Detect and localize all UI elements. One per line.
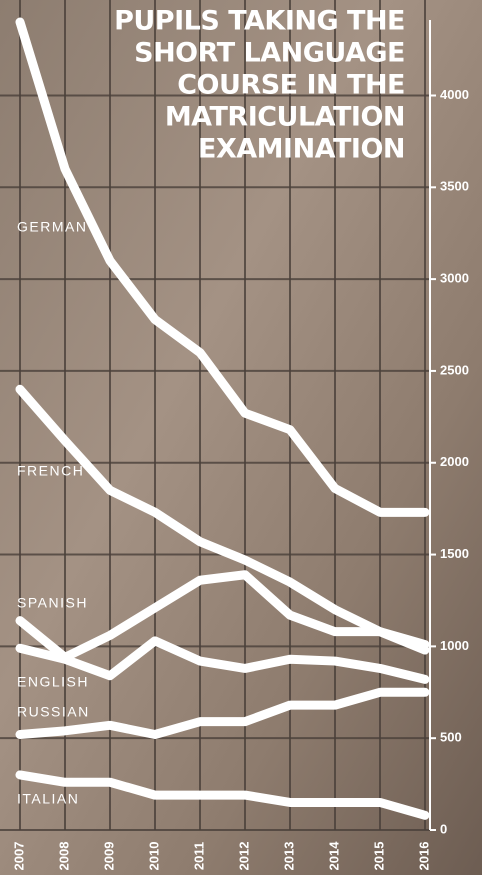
- chart-title: PUPILS TAKING THE: [114, 6, 405, 37]
- chart-title: COURSE IN THE: [177, 70, 405, 101]
- x-tick-label: 2009: [101, 842, 116, 871]
- y-tick-label: 4000: [440, 87, 469, 102]
- series-line: [15, 687, 430, 740]
- series-line: [15, 770, 430, 820]
- y-tick-label: 500: [440, 730, 462, 745]
- chart-title: MATRICULATION: [165, 102, 405, 133]
- x-tick-label: 2011: [191, 842, 206, 870]
- series-line: [15, 384, 430, 655]
- series-line: [15, 636, 430, 684]
- x-tick-label: 2014: [326, 841, 341, 871]
- series-label: ITALIAN: [17, 791, 79, 807]
- x-tick-label: 2010: [146, 842, 161, 871]
- y-tick-label: 2000: [440, 454, 469, 469]
- series-label: ENGLISH: [17, 674, 89, 690]
- y-tick-label: 1500: [440, 546, 469, 561]
- series-label: GERMAN: [17, 219, 87, 235]
- y-tick-label: 3000: [440, 271, 469, 286]
- x-tick-label: 2016: [416, 842, 431, 871]
- series-label: FRENCH: [17, 463, 84, 479]
- x-tick-label: 2013: [281, 842, 296, 871]
- chart-title: SHORT LANGUAGE: [134, 38, 405, 69]
- series-line: [15, 570, 430, 662]
- x-tick-label: 2015: [371, 842, 386, 871]
- y-tick-label: 3500: [440, 179, 469, 194]
- x-tick-label: 2012: [236, 842, 251, 871]
- y-tick-label: 0: [440, 821, 447, 836]
- series-label: SPANISH: [17, 595, 88, 611]
- series-label: RUSSIAN: [17, 704, 90, 720]
- series-line: [15, 17, 430, 517]
- x-tick-label: 2007: [11, 842, 26, 871]
- y-tick-label: 1000: [440, 638, 469, 653]
- chart-title: EXAMINATION: [198, 134, 405, 165]
- x-tick-label: 2008: [56, 842, 71, 871]
- y-tick-label: 2500: [440, 362, 469, 377]
